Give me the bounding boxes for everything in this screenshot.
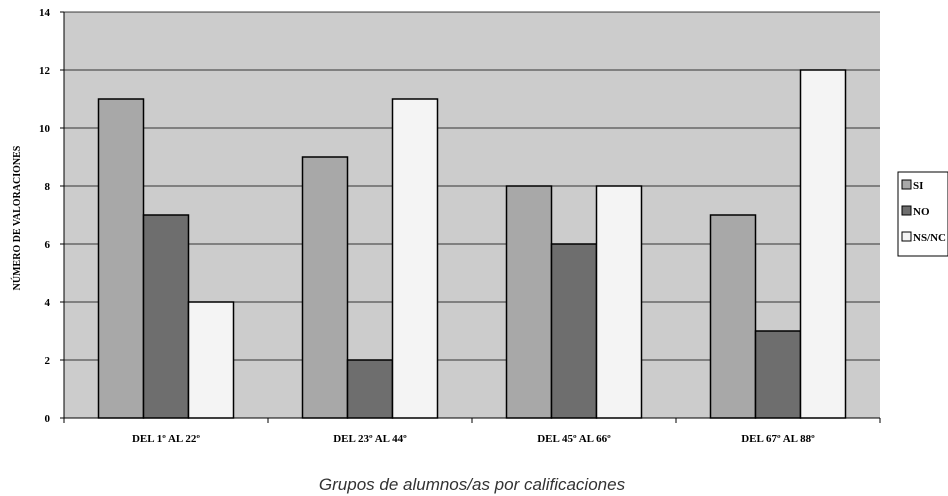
x-tick-label: DEL 23º AL 44º — [333, 433, 407, 445]
bar-si-1 — [97, 98, 145, 419]
y-tick-labels: 0 2 4 6 8 10 12 14 — [39, 7, 64, 425]
bar-ns-nc-2 — [391, 98, 439, 419]
bar-si-3 — [505, 185, 553, 419]
y-tick-label: 0 — [45, 413, 51, 425]
legend-label: NO — [913, 206, 930, 218]
y-tick-label: 2 — [45, 355, 51, 367]
y-tick-label: 14 — [39, 7, 51, 19]
legend-swatch — [901, 205, 912, 216]
bar-si-4 — [709, 214, 757, 419]
bar-no-4 — [754, 330, 802, 419]
bar-no-1 — [142, 214, 190, 419]
x-axis-label: Grupos de alumnos/as por calificaciones — [319, 475, 626, 494]
y-tick-label: 6 — [45, 239, 51, 251]
y-tick-label: 10 — [39, 123, 51, 135]
bar-no-3 — [550, 243, 598, 419]
x-tick-label: DEL 45º AL 66º — [537, 433, 611, 445]
x-tick-labels: DEL 1º AL 22º DEL 23º AL 44º DEL 45º AL 66… — [63, 418, 881, 445]
x-tick-label: DEL 67º AL 88º — [741, 433, 815, 445]
y-tick-label: 4 — [45, 297, 51, 309]
bar-si-2 — [301, 156, 349, 419]
bar-ns-nc-1 — [187, 301, 235, 419]
legend-label: SI — [913, 180, 923, 192]
bar-ns-nc-3 — [595, 185, 643, 419]
legend-swatch — [901, 231, 912, 242]
legend-swatch — [901, 179, 912, 190]
bar-no-2 — [346, 359, 394, 419]
legend-label: NS/NC — [913, 232, 946, 244]
y-tick-label: 12 — [39, 65, 51, 77]
x-tick-label: DEL 1º AL 22º — [132, 433, 200, 445]
y-axis-label: NÚMERO DE VALORACIONES — [11, 145, 23, 290]
y-tick-label: 8 — [45, 181, 51, 193]
bar-ns-nc-4 — [799, 69, 847, 419]
legend: SI NO NS/NC — [897, 171, 948, 257]
